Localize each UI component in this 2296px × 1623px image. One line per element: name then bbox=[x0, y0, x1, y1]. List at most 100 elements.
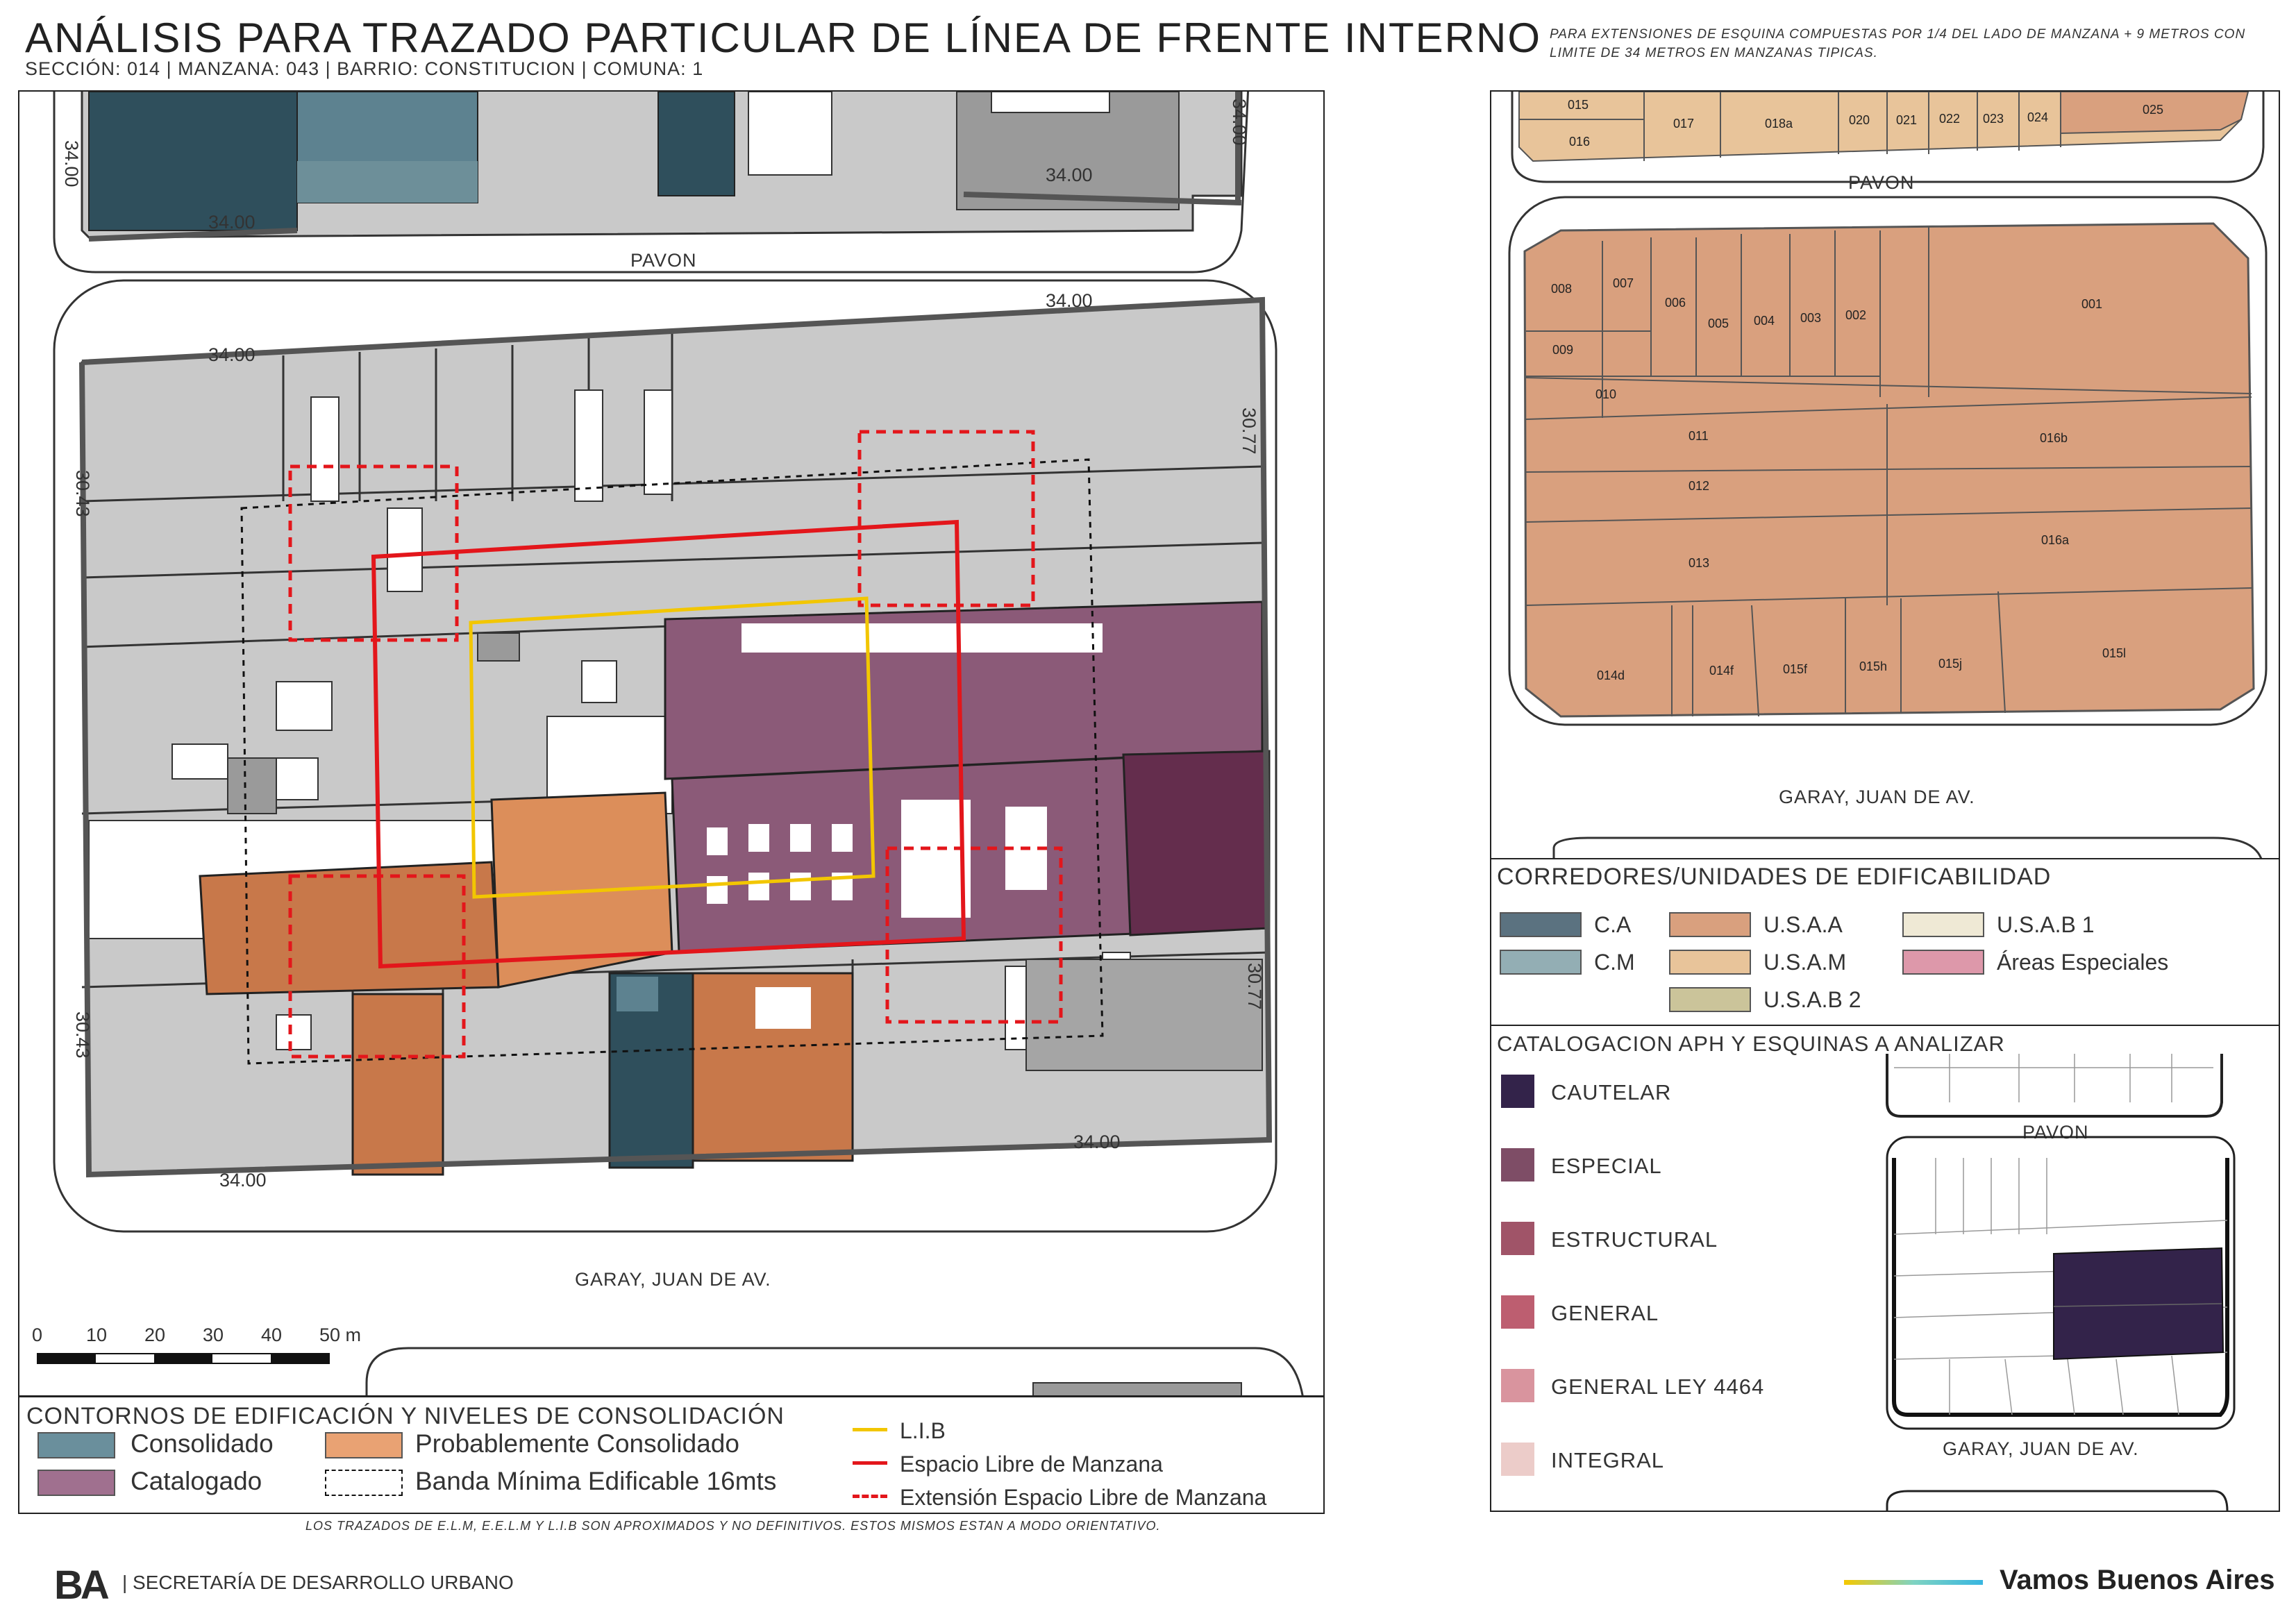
dim-label: 34.00 bbox=[219, 1170, 267, 1191]
parcel-label: 017 bbox=[1673, 117, 1694, 131]
parcel-label: 015h bbox=[1859, 659, 1887, 673]
dim-label: 34.00 bbox=[1073, 1132, 1121, 1152]
parcel-label: 001 bbox=[2081, 297, 2102, 311]
parcel-label: 015f bbox=[1783, 662, 1808, 676]
parcel-label: 016b bbox=[2040, 431, 2068, 445]
legend-label: ESTRUCTURAL bbox=[1551, 1227, 1718, 1252]
parcel-label: 011 bbox=[1689, 429, 1709, 443]
swatch-estructural bbox=[1501, 1222, 1534, 1255]
dim-label: 30.43 bbox=[72, 470, 93, 517]
legend-contornos-title: CONTORNOS DE EDIFICACIÓN Y NIVELES DE CO… bbox=[26, 1403, 785, 1429]
catalogado-courtyards bbox=[707, 623, 1103, 918]
parcel-label: 007 bbox=[1613, 276, 1634, 290]
page-subtitle: SECCIÓN: 014 | MANZANA: 043 | BARRIO: CO… bbox=[25, 58, 704, 79]
swatch-especial bbox=[1501, 1148, 1534, 1181]
lib-line bbox=[469, 596, 875, 899]
legend-label: Consolidado bbox=[131, 1429, 274, 1458]
parcel-label: 015 bbox=[1568, 98, 1589, 112]
street-south: GARAY, JUAN DE AV. bbox=[575, 1269, 771, 1290]
legend-label: U.S.A.B 1 bbox=[1997, 912, 2095, 937]
dim-label: 34.00 bbox=[208, 344, 255, 365]
parcel-label: 006 bbox=[1665, 296, 1686, 310]
legend-label: Banda Mínima Edificable 16mts bbox=[415, 1467, 777, 1495]
legend-label: Probablemente Consolidado bbox=[415, 1429, 739, 1458]
north-consolidated-c bbox=[657, 92, 735, 196]
swatch-banda-minima bbox=[325, 1470, 403, 1496]
header-note: PARA EXTENSIONES DE ESQUINA COMPUESTAS P… bbox=[1550, 27, 2246, 60]
legend-label: L.I.B bbox=[900, 1418, 946, 1443]
dim-label: 30.77 bbox=[1244, 963, 1265, 1010]
dim-label: 34.00 bbox=[1046, 290, 1093, 311]
swatch-catalogado bbox=[37, 1470, 115, 1496]
parcel-label: 009 bbox=[1552, 343, 1573, 357]
street-north: PAVON bbox=[1848, 172, 1915, 193]
parcel-label: 012 bbox=[1689, 479, 1709, 493]
north-consolidated-a bbox=[88, 92, 298, 231]
swatch-general bbox=[1501, 1295, 1534, 1329]
scale-label: 50 m bbox=[319, 1325, 361, 1345]
legend-label: Espacio Libre de Manzana bbox=[900, 1452, 1163, 1477]
cautelar-parcel bbox=[2053, 1247, 2224, 1361]
secretaria-label: | SECRETARÍA DE DESARROLLO URBANO bbox=[122, 1572, 514, 1593]
dim-label: 30.77 bbox=[1239, 407, 1259, 455]
parcel-label: 010 bbox=[1595, 387, 1616, 401]
prob-consolidado-c bbox=[351, 993, 444, 1176]
legend-label: Extensión Espacio Libre de Manzana bbox=[900, 1485, 1267, 1510]
dim-label: 34.00 bbox=[1046, 165, 1093, 185]
legend-catalogacion-panel: CATALOGACION APH Y ESQUINAS A ANALIZAR C… bbox=[1490, 1025, 2280, 1512]
parcel-label: 014f bbox=[1709, 664, 1734, 678]
brand-label: Vamos Buenos Aires bbox=[2000, 1565, 2275, 1595]
main-map-panel: 34.00 34.00 34.00 34.00 PAVON bbox=[18, 90, 1325, 1398]
footer-note: LOS TRAZADOS DE E.L.M, E.E.L.M Y L.I.B S… bbox=[305, 1519, 1161, 1533]
swatch-cm bbox=[1500, 950, 1582, 975]
street-south: GARAY, JUAN DE AV. bbox=[1779, 787, 1975, 807]
parcel-label: 020 bbox=[1849, 113, 1870, 127]
parcel-label: 008 bbox=[1551, 282, 1572, 296]
catalogado-c bbox=[1122, 750, 1271, 936]
scale-label: 40 bbox=[261, 1325, 282, 1345]
parcel-label: 016a bbox=[2041, 533, 2070, 547]
legend-label: GENERAL LEY 4464 bbox=[1551, 1374, 1765, 1399]
parcel-label: 015j bbox=[1938, 657, 1962, 671]
legend-label: U.S.A.M bbox=[1763, 950, 1847, 975]
dim-label: 30.43 bbox=[72, 1011, 93, 1059]
parcel-label: 004 bbox=[1754, 314, 1775, 328]
parcel-map: 015 016 017 018a 020 021 022 023 024 025… bbox=[1508, 92, 2268, 861]
parcel-label: 024 bbox=[2027, 110, 2048, 124]
parcel-label: 023 bbox=[1983, 112, 2004, 126]
dim-label: 34.00 bbox=[1229, 99, 1250, 146]
scale-bar: 0 10 20 30 40 50 m bbox=[32, 1325, 361, 1364]
main-map: 34.00 34.00 34.00 34.00 PAVON bbox=[32, 92, 1304, 1397]
swatch-general-ley-4464 bbox=[1501, 1369, 1534, 1402]
block-edge bbox=[79, 296, 1273, 1178]
ba-logo: BA bbox=[54, 1563, 110, 1608]
catalogacion-mini-map: PAVON GARAY, JUAN DE AV. bbox=[1886, 1054, 2236, 1511]
parcel-label: 013 bbox=[1689, 556, 1709, 570]
swatch-usab2 bbox=[1669, 987, 1751, 1012]
legend-label: U.S.A.B 2 bbox=[1763, 987, 1861, 1012]
north-consolidated-b2 bbox=[297, 161, 478, 203]
legend-corredores-panel: CORREDORES/UNIDADES DE EDIFICABILIDAD C.… bbox=[1490, 858, 2280, 1029]
parcel-label: 003 bbox=[1800, 311, 1821, 325]
swatch-lib bbox=[853, 1428, 887, 1431]
parcel-label: 018a bbox=[1765, 117, 1793, 131]
swatch-usaa bbox=[1669, 912, 1751, 937]
parcel-map-panel: 015 016 017 018a 020 021 022 023 024 025… bbox=[1490, 90, 2280, 862]
page-title: ANÁLISIS PARA TRAZADO PARTICULAR DE LÍNE… bbox=[25, 15, 1542, 61]
swatch-cautelar bbox=[1501, 1075, 1534, 1108]
street-north: PAVON bbox=[2022, 1122, 2089, 1143]
swatch-areas-especiales bbox=[1902, 950, 1984, 975]
block-outline-north bbox=[53, 92, 1250, 274]
legend-label: C.M bbox=[1594, 950, 1635, 975]
swatch-usab1 bbox=[1902, 912, 1984, 937]
swatch-ca bbox=[1500, 912, 1582, 937]
parcel-label: 014d bbox=[1597, 668, 1625, 682]
swatch-elm bbox=[853, 1461, 887, 1465]
legend-contornos-panel: CONTORNOS DE EDIFICACIÓN Y NIVELES DE CO… bbox=[18, 1395, 1325, 1514]
swatch-integral bbox=[1501, 1443, 1534, 1476]
parcel-label: 002 bbox=[1845, 308, 1866, 322]
scale-label: 20 bbox=[144, 1325, 165, 1345]
legend-label: INTEGRAL bbox=[1551, 1448, 1665, 1472]
banda-minima-edificable bbox=[240, 458, 1104, 1065]
grey-south-east bbox=[1025, 959, 1263, 1071]
